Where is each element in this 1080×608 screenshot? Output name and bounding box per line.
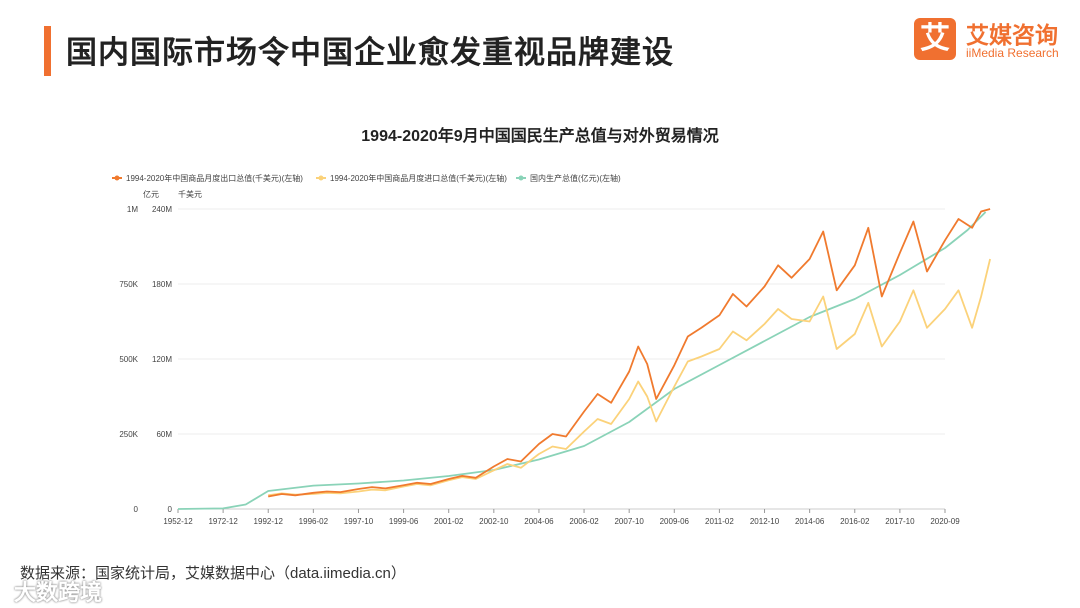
y-tick-gdp: 500K: [119, 355, 138, 364]
x-tick-label: 2006-02: [569, 517, 599, 526]
line-chart: 1994-2020年中国商品月度出口总值(千美元)(左轴) 1994-2020年中…: [112, 173, 991, 526]
x-tick-label: 2007-10: [614, 517, 644, 526]
legend-marker: [114, 175, 120, 181]
watermark: 大数跨境: [14, 580, 103, 605]
x-tick-label: 1997-10: [344, 517, 374, 526]
chart-title: 1994-2020年9月中国国民生产总值与对外贸易情况: [361, 128, 719, 145]
data-source: 数据来源：国家统计局，艾媒数据中心（data.iimedia.cn）: [20, 565, 406, 582]
x-tick-label: 1952-12: [163, 517, 193, 526]
logo-mark-icon: 艾: [914, 18, 956, 60]
y-tick-trade: 0: [168, 505, 173, 514]
x-tick-label: 1999-06: [389, 517, 419, 526]
brand-logo: 艾 艾媒咨询 iiMedia Research: [912, 16, 1062, 64]
y-tick-trade: 60M: [156, 430, 172, 439]
chart-gridlines: [178, 208, 945, 510]
x-tick-label: 2014-06: [795, 517, 825, 526]
x-axis: 1952-12 1972-12 1992-12 1996-02 1997-10 1999-…: [163, 509, 960, 526]
logo-name-cn: 艾媒咨询: [966, 22, 1058, 48]
y-tick-gdp: 1M: [127, 205, 138, 214]
legend-marker: [518, 175, 524, 181]
y-tick-trade: 240M: [152, 205, 172, 214]
x-tick-label: 2011-02: [705, 517, 734, 526]
chart-legend: 1994-2020年中国商品月度出口总值(千美元)(左轴) 1994-2020年中…: [112, 173, 621, 183]
y-tick-gdp: 250K: [119, 430, 138, 439]
x-tick-label: 2017-10: [885, 517, 915, 526]
x-tick-label: 1992-12: [254, 517, 284, 526]
x-tick-label: 2016-02: [840, 517, 870, 526]
series-line-import: [268, 258, 991, 497]
x-tick-label: 2020-09: [930, 517, 960, 526]
title-accent-bar: [44, 26, 51, 76]
legend-label: 国内生产总值(亿元)(左轴): [530, 173, 621, 183]
chart-series: [177, 208, 991, 510]
x-tick-label: 2001-02: [434, 517, 464, 526]
y-axis: 亿元 千美元 0 0 250K 60M 500K 120M 750K 180M 1M 240M: [119, 189, 202, 514]
x-tick-label: 2009-06: [660, 517, 690, 526]
series-line-export: [268, 208, 991, 498]
x-tick-label: 2004-06: [524, 517, 554, 526]
series-line-gdp: [177, 211, 987, 510]
y-tick-trade: 180M: [152, 280, 172, 289]
x-tick-label: 2002-10: [479, 517, 509, 526]
y-axis-unit-gdp: 亿元: [143, 189, 159, 199]
logo-name-en: iiMedia Research: [966, 46, 1059, 60]
y-tick-trade: 120M: [152, 355, 172, 364]
y-tick-gdp: 750K: [119, 280, 138, 289]
legend-label: 1994-2020年中国商品月度出口总值(千美元)(左轴): [126, 173, 303, 183]
legend-marker: [318, 175, 324, 181]
y-axis-unit-trade: 千美元: [178, 189, 202, 199]
x-tick-label: 1972-12: [208, 517, 238, 526]
x-tick-label: 1996-02: [299, 517, 329, 526]
y-tick-gdp: 0: [134, 505, 139, 514]
x-tick-label: 2012-10: [750, 517, 780, 526]
page-title: 国内国际市场令中国企业愈发重视品牌建设: [66, 35, 674, 70]
legend-label: 1994-2020年中国商品月度进口总值(千美元)(左轴): [330, 173, 507, 183]
